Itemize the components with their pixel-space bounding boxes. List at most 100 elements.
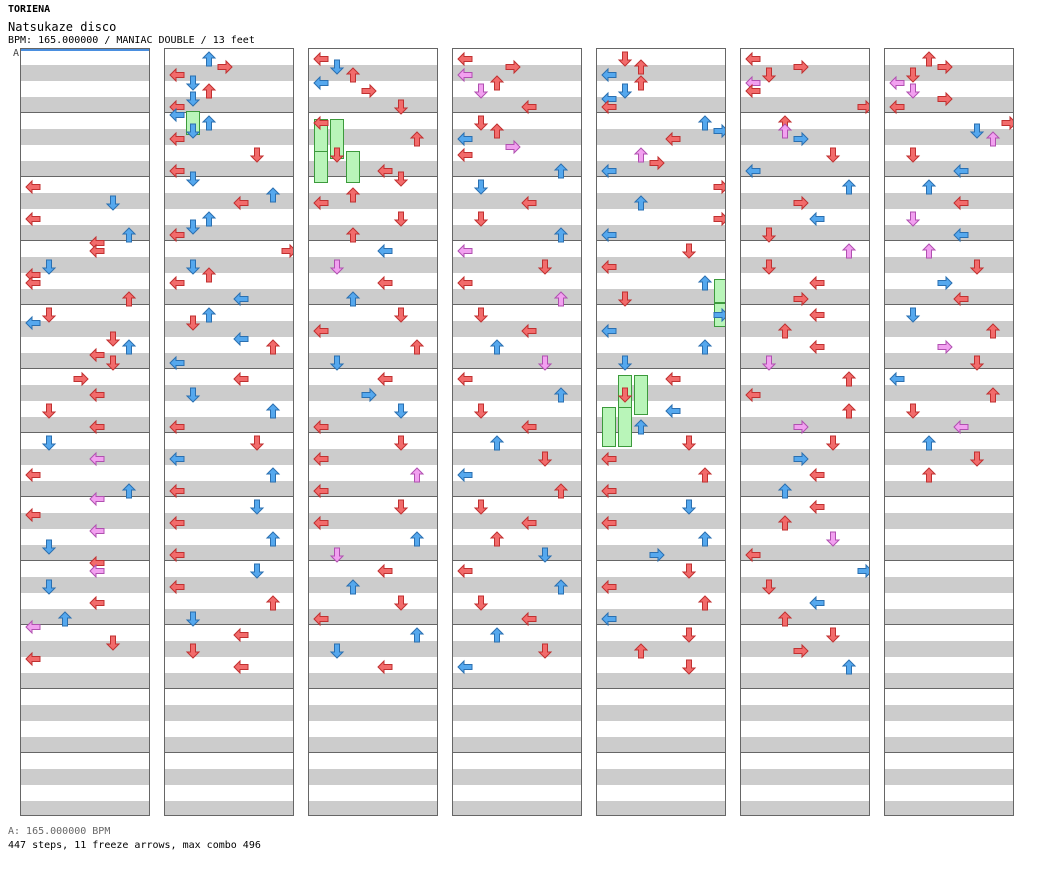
- arrow-left-icon: [89, 243, 105, 259]
- measure-line: [453, 240, 581, 241]
- measure-line: [885, 112, 1013, 113]
- arrow-left-icon: [457, 371, 473, 387]
- arrow-down-icon: [473, 115, 489, 131]
- measure-line: [165, 432, 293, 433]
- arrow-left-icon: [601, 323, 617, 339]
- arrow-up-icon: [553, 227, 569, 243]
- arrow-up-icon: [489, 531, 505, 547]
- measure-line: [597, 112, 725, 113]
- measure-line: [453, 112, 581, 113]
- measure-line: [885, 688, 1013, 689]
- arrow-down-icon: [537, 547, 553, 563]
- arrow-down-icon: [473, 83, 489, 99]
- arrow-up-icon: [553, 163, 569, 179]
- arrow-right-icon: [793, 451, 809, 467]
- arrow-left-icon: [457, 243, 473, 259]
- arrow-left-icon: [665, 131, 681, 147]
- arrow-down-icon: [185, 171, 201, 187]
- arrow-down-icon: [473, 499, 489, 515]
- arrow-left-icon: [457, 659, 473, 675]
- measure-line: [453, 368, 581, 369]
- arrow-down-icon: [681, 499, 697, 515]
- arrow-down-icon: [393, 307, 409, 323]
- measure-line: [453, 752, 581, 753]
- arrow-up-icon: [553, 579, 569, 595]
- measure-line: [741, 176, 869, 177]
- arrow-down-icon: [617, 291, 633, 307]
- arrow-down-icon: [905, 83, 921, 99]
- arrow-left-icon: [25, 211, 41, 227]
- arrow-up-icon: [489, 627, 505, 643]
- arrow-left-icon: [169, 163, 185, 179]
- measure-line: [21, 176, 149, 177]
- arrow-left-icon: [313, 611, 329, 627]
- arrow-up-icon: [409, 467, 425, 483]
- arrow-down-icon: [41, 579, 57, 595]
- arrow-left-icon: [169, 483, 185, 499]
- arrow-down-icon: [393, 499, 409, 515]
- arrow-left-icon: [233, 291, 249, 307]
- arrow-left-icon: [601, 99, 617, 115]
- arrow-right-icon: [361, 83, 377, 99]
- arrow-up-icon: [777, 611, 793, 627]
- arrow-left-icon: [953, 195, 969, 211]
- measure-line: [309, 304, 437, 305]
- arrow-right-icon: [505, 59, 521, 75]
- arrow-left-icon: [457, 51, 473, 67]
- arrow-right-icon: [793, 195, 809, 211]
- arrow-left-icon: [89, 347, 105, 363]
- measure-line: [597, 368, 725, 369]
- arrow-left-icon: [809, 339, 825, 355]
- arrow-down-icon: [761, 355, 777, 371]
- arrow-down-icon: [185, 259, 201, 275]
- arrow-up-icon: [633, 419, 649, 435]
- arrow-left-icon: [457, 563, 473, 579]
- arrow-left-icon: [233, 371, 249, 387]
- arrow-down-icon: [537, 643, 553, 659]
- arrow-left-icon: [25, 275, 41, 291]
- arrow-up-icon: [841, 659, 857, 675]
- arrow-right-icon: [937, 275, 953, 291]
- arrow-left-icon: [665, 403, 681, 419]
- arrow-up-icon: [201, 51, 217, 67]
- measure-line: [597, 496, 725, 497]
- arrow-down-icon: [969, 259, 985, 275]
- arrow-down-icon: [969, 355, 985, 371]
- arrow-down-icon: [185, 643, 201, 659]
- chart-column: [20, 48, 150, 816]
- chart-column: [740, 48, 870, 816]
- arrow-up-icon: [121, 339, 137, 355]
- measure-line: [165, 304, 293, 305]
- freeze-arrow: [634, 375, 648, 415]
- arrow-up-icon: [201, 267, 217, 283]
- arrow-down-icon: [825, 531, 841, 547]
- arrow-down-icon: [617, 51, 633, 67]
- arrow-right-icon: [713, 123, 725, 139]
- arrow-up-icon: [985, 131, 1001, 147]
- arrow-up-icon: [409, 131, 425, 147]
- chart-column: [308, 48, 438, 816]
- measure-line: [309, 240, 437, 241]
- arrow-up-icon: [409, 627, 425, 643]
- arrow-down-icon: [185, 123, 201, 139]
- arrow-up-icon: [697, 595, 713, 611]
- arrow-left-icon: [889, 75, 905, 91]
- arrow-up-icon: [345, 291, 361, 307]
- arrow-down-icon: [825, 147, 841, 163]
- arrow-down-icon: [825, 435, 841, 451]
- arrow-left-icon: [601, 227, 617, 243]
- arrow-left-icon: [313, 515, 329, 531]
- arrow-up-icon: [201, 83, 217, 99]
- arrow-down-icon: [393, 211, 409, 227]
- measure-line: [741, 240, 869, 241]
- arrow-down-icon: [185, 219, 201, 235]
- arrow-down-icon: [41, 403, 57, 419]
- arrow-down-icon: [473, 403, 489, 419]
- chart-column: [884, 48, 1014, 816]
- measure-line: [21, 688, 149, 689]
- arrow-down-icon: [249, 499, 265, 515]
- measure-line: [741, 624, 869, 625]
- measure-line: [165, 752, 293, 753]
- arrow-up-icon: [921, 51, 937, 67]
- arrow-up-icon: [841, 371, 857, 387]
